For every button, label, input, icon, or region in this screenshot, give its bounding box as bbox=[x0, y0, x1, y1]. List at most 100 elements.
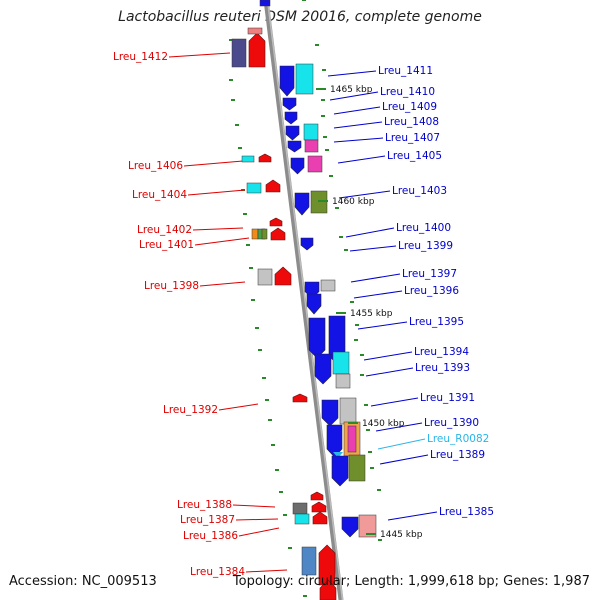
gene-labels: Lreu_1412 Lreu_1406 Lreu_1404 Lreu_1402 Lreu… bbox=[113, 51, 494, 578]
gene-box bbox=[348, 454, 366, 482]
leader-line-right bbox=[345, 227, 395, 238]
gene-label-right: Lreu_1395 bbox=[409, 316, 464, 328]
gene-label-left: Lreu_1398 bbox=[144, 280, 199, 292]
gene-label-left: Lreu_1386 bbox=[183, 530, 238, 542]
leader-line-left bbox=[245, 569, 288, 573]
leader-line-right bbox=[327, 70, 377, 77]
kbp-label: 1450 kbp bbox=[362, 419, 405, 429]
gene-arrow-forward bbox=[287, 140, 302, 153]
gene-arrow-reverse bbox=[312, 511, 328, 525]
gene-label-right: Lreu_1391 bbox=[420, 392, 475, 404]
gene-label-right: Lreu_1385 bbox=[439, 506, 494, 518]
leader-line-left bbox=[218, 403, 259, 411]
gene-label-left: Lreu_1388 bbox=[177, 499, 232, 511]
gene-label-right: Lreu_1396 bbox=[404, 285, 459, 297]
gene-label-right: Lreu_1411 bbox=[378, 65, 433, 77]
gene-arrow-forward bbox=[314, 353, 332, 385]
gene-box bbox=[304, 139, 319, 153]
gene-box bbox=[259, 0, 271, 7]
gene-box bbox=[292, 502, 308, 515]
leader-line-right bbox=[357, 321, 408, 330]
gene-arrow-forward bbox=[306, 293, 322, 315]
gene-box bbox=[295, 63, 314, 95]
gene-arrow-reverse bbox=[270, 227, 286, 241]
leader-line-right bbox=[387, 511, 438, 521]
gene-label-right: Lreu_1407 bbox=[385, 132, 440, 144]
tick-marks bbox=[229, 0, 382, 597]
gene-arrow-forward bbox=[341, 516, 359, 538]
gene-label-left: Lreu_1384 bbox=[190, 566, 245, 578]
gene-arrow-forward bbox=[331, 455, 349, 487]
gene-label-right: Lreu_1393 bbox=[415, 362, 470, 374]
gene-label-left: Lreu_1406 bbox=[128, 160, 183, 172]
gene-box bbox=[241, 155, 255, 163]
gene-arrow-forward bbox=[300, 237, 314, 251]
gene-box bbox=[294, 513, 310, 525]
gene-label-right: Lreu_1409 bbox=[382, 101, 437, 113]
leader-line-right bbox=[353, 290, 403, 299]
gene-label-right: Lreu_1399 bbox=[398, 240, 453, 252]
backbone-highlight bbox=[266, 0, 344, 600]
leader-line-right bbox=[375, 422, 423, 432]
gene-arrow-reverse bbox=[311, 501, 327, 513]
gene-box bbox=[339, 397, 357, 425]
leader-line-left bbox=[192, 227, 244, 231]
gene-arrow-forward bbox=[308, 317, 326, 359]
gene-arrow-reverse bbox=[310, 491, 324, 501]
gene-label-left: Lreu_1387 bbox=[180, 514, 235, 526]
leader-line-right bbox=[363, 351, 413, 361]
gene-arrow-forward bbox=[279, 65, 295, 97]
kbp-label: 1445 kbp bbox=[380, 530, 423, 540]
gene-label-right: Lreu_1389 bbox=[430, 449, 485, 461]
genome-stats-text: Topology: circular; Length: 1,999,618 bp… bbox=[232, 574, 590, 589]
leader-line-right bbox=[333, 121, 383, 129]
gene-arrow-reverse bbox=[258, 153, 272, 163]
leader-line-right bbox=[379, 454, 429, 465]
leader-line-right bbox=[329, 91, 379, 101]
map-title: Lactobacillus reuteri DSM 20016, complet… bbox=[118, 9, 482, 25]
gene-arrow-reverse bbox=[265, 179, 281, 193]
gene-box bbox=[303, 123, 319, 141]
leader-line-left bbox=[235, 518, 279, 521]
gene-arrow-forward bbox=[285, 125, 300, 141]
label-leaders bbox=[168, 52, 438, 573]
gene-box bbox=[257, 268, 273, 286]
leader-line-left bbox=[187, 189, 246, 196]
leader-line-left bbox=[183, 160, 244, 167]
backbone-line bbox=[263, 0, 344, 600]
gene-arrow-forward bbox=[321, 399, 339, 427]
gene-label-left: Lreu_1401 bbox=[139, 239, 194, 251]
gene-arrow-forward bbox=[290, 157, 305, 175]
leader-line-left bbox=[194, 237, 250, 246]
leader-line-left bbox=[168, 52, 231, 58]
gene-label-right: Lreu_1390 bbox=[424, 417, 479, 429]
gene-arrow-reverse bbox=[292, 393, 308, 403]
leader-line-right bbox=[350, 273, 401, 283]
gene-arrow-reverse bbox=[274, 266, 292, 286]
rna-gene-marker bbox=[333, 452, 343, 458]
gene-box bbox=[251, 228, 259, 240]
gene-box bbox=[335, 373, 351, 389]
gene-arrow-forward bbox=[284, 111, 298, 125]
gene-label-right: Lreu_1397 bbox=[402, 268, 457, 280]
leader-line-right bbox=[333, 106, 381, 115]
gene-box bbox=[261, 228, 268, 240]
gene-arrow-reverse bbox=[248, 32, 266, 68]
gene-arrow-forward bbox=[294, 192, 310, 216]
kbp-label: 1460 kbp bbox=[332, 197, 375, 207]
gene-label-left: Lreu_1404 bbox=[132, 189, 187, 201]
gene-box bbox=[246, 182, 262, 194]
leader-line-right bbox=[337, 155, 386, 164]
leader-line-right bbox=[377, 438, 426, 450]
gene-box bbox=[231, 38, 247, 68]
kbp-markers: 1465 kbp 1460 kbp 1455 kbp 1450 kbp 1445 kbp bbox=[316, 85, 423, 540]
gene-label-right: Lreu_1408 bbox=[384, 116, 439, 128]
gene-label-right: Lreu_1400 bbox=[396, 222, 451, 234]
gene-arrows bbox=[231, 0, 377, 600]
leader-line-left bbox=[199, 281, 246, 287]
leader-line-right bbox=[370, 397, 419, 407]
gene-box bbox=[301, 546, 317, 576]
gene-label-left: Lreu_1402 bbox=[137, 224, 192, 236]
gene-box bbox=[247, 27, 263, 35]
